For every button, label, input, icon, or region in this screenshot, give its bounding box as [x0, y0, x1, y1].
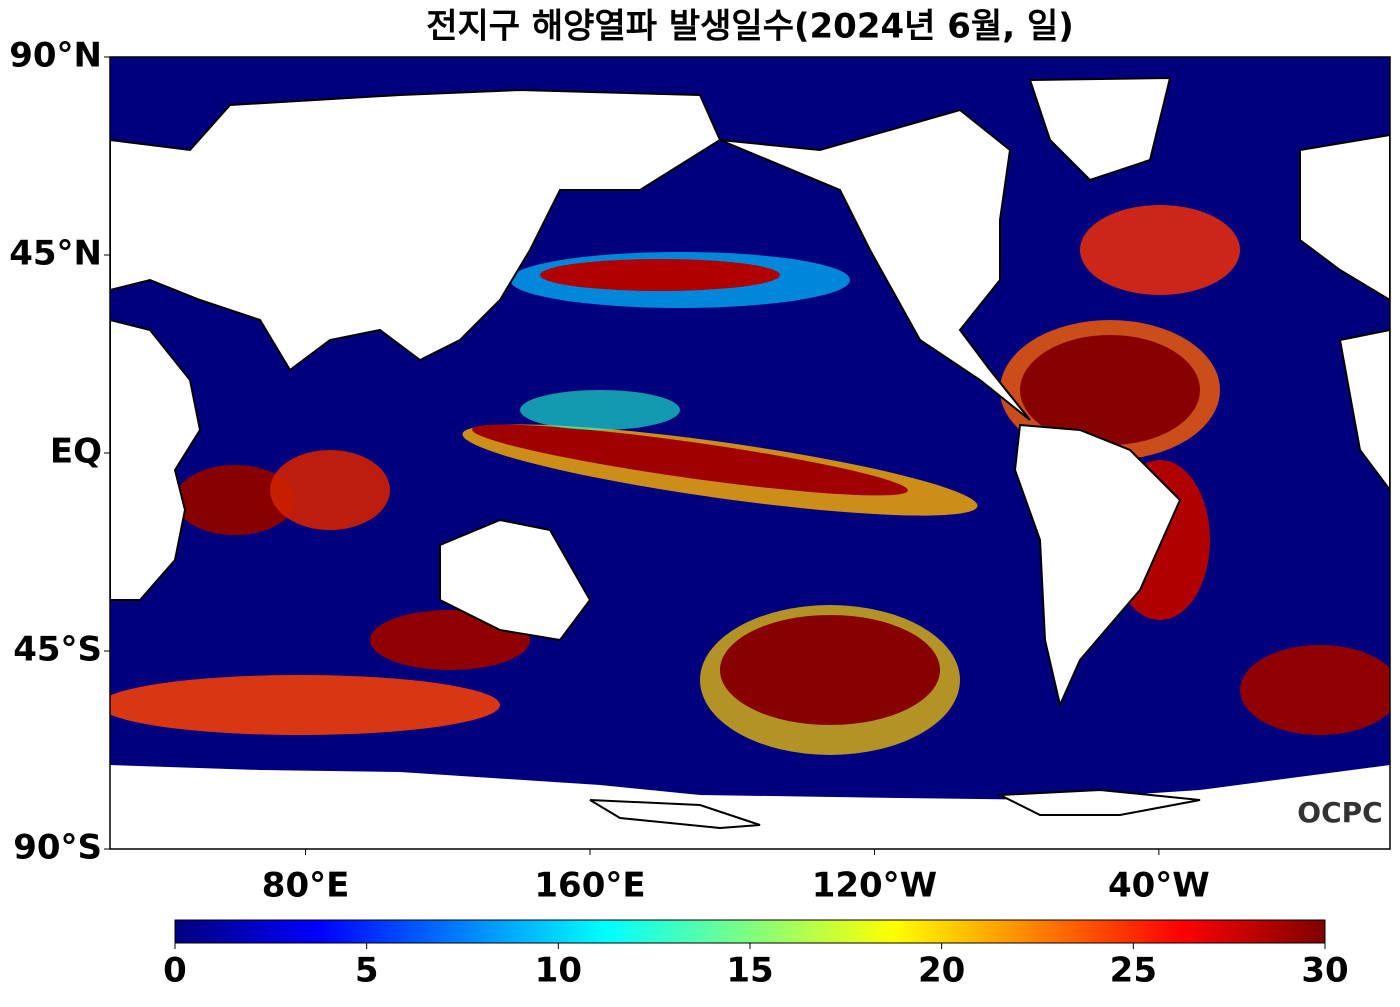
y-tick-label: 45°S [13, 630, 102, 670]
land [110, 76, 1390, 830]
colorbar [174, 919, 1326, 944]
colorbar-tick-label: 5 [355, 951, 379, 991]
anomaly-patches [110, 205, 1390, 755]
colorbar-tick-label: 30 [1301, 951, 1348, 991]
colorbar-tick-label: 10 [535, 951, 582, 991]
y-tick-label: EQ [50, 432, 102, 472]
north-america [719, 108, 1031, 421]
logo: OCPC [1297, 796, 1382, 829]
y-tick-label: 90°N [9, 36, 102, 76]
title: 전지구 해양열파 발생일수(2024년 6월, 일) [426, 7, 1074, 47]
colorbar-tick-label: 20 [918, 951, 965, 991]
australia [439, 518, 592, 642]
west-africa [1338, 328, 1390, 492]
colorbar-tick-label: 15 [726, 951, 773, 991]
x-tick-label: 160°E [534, 866, 645, 906]
colorbar-tick-label: 0 [163, 951, 187, 991]
y-tick-label: 45°N [9, 234, 102, 274]
eurasia [110, 88, 722, 372]
colorbar-tick-label: 25 [1110, 951, 1157, 991]
greenland [1028, 76, 1172, 182]
map [110, 57, 1390, 849]
x-tick-label: 120°W [812, 866, 937, 906]
europe [1299, 133, 1390, 302]
x-tick-label: 40°W [1108, 866, 1210, 906]
x-tick-label: 80°E [262, 866, 350, 906]
y-tick-label: 90°S [13, 828, 102, 868]
antarctica [589, 788, 1201, 830]
south-america [1013, 423, 1182, 709]
africa [110, 318, 202, 601]
